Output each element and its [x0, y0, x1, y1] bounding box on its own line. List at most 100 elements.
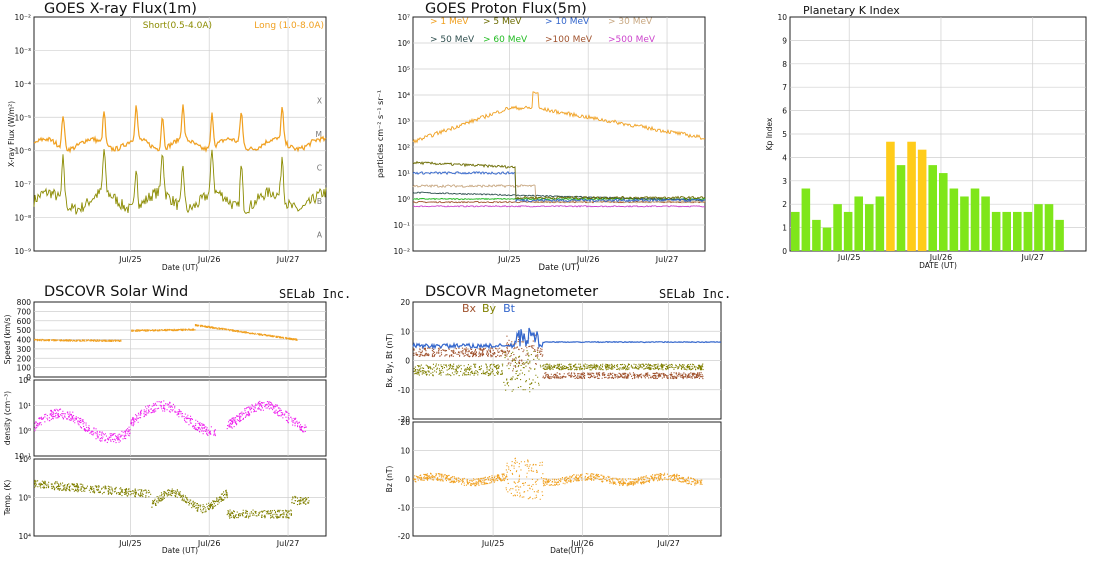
mag-2-ytick-label: 20	[400, 418, 410, 427]
mag-1-ytick-label: -10	[398, 386, 410, 395]
sw-1-ylabel: Speed (km/s)	[3, 315, 12, 365]
kp-bar	[791, 211, 800, 251]
sw-1-ytick-label: 200	[17, 354, 32, 363]
xray-ytick-label: 10⁻⁴	[14, 80, 31, 89]
sw-1-ytick-label: 500	[17, 326, 32, 335]
mag-2-ytick-label: -10	[398, 504, 410, 513]
mag-bx-points	[413, 334, 704, 380]
proton-ytick-label: 10⁷	[397, 13, 410, 22]
xray-ytick-label: 10⁻⁶	[14, 147, 31, 156]
proton-series-3-line	[412, 171, 706, 203]
kp-xtick-label: Jul/25	[837, 253, 861, 262]
kp-bar	[822, 227, 832, 251]
sw-1-ytick-label: 700	[17, 307, 32, 316]
mag-1-ytick-label: 0	[405, 357, 410, 366]
kp-ytick-label: 8	[782, 60, 787, 69]
proton-xtick-label: Jul/26	[576, 255, 600, 264]
mag-xlabel: Date(UT)	[550, 546, 584, 555]
kp-xtick-label: Jul/27	[1020, 253, 1044, 262]
kp-ytick-label: 2	[782, 200, 787, 209]
xray-ytick-label: 10⁻⁷	[14, 180, 31, 189]
sw-2-plot-frame	[33, 379, 327, 457]
proton-xlabel: Date (UT)	[538, 263, 579, 273]
sw-3-xtick-label: Jul/26	[197, 539, 221, 548]
mag-2-ytick-label: 10	[400, 447, 410, 456]
kp-bar	[907, 141, 916, 251]
kp-bar	[833, 204, 842, 251]
sw-2-ytick-label: 10⁰	[18, 427, 31, 436]
sw-3-ytick-label: 10⁵	[18, 494, 31, 503]
kp-bar	[1055, 219, 1064, 251]
kp-ytick-label: 4	[782, 153, 787, 162]
mag-legend-bt: Bt	[503, 302, 516, 315]
proton-ytick-label: 10²	[397, 143, 410, 152]
kp-bar	[1002, 211, 1011, 251]
mag-by-points	[413, 350, 704, 393]
mag-2-xtick-label: Jul/27	[656, 539, 680, 548]
sw-1-ytick-label: 0	[26, 373, 31, 382]
kp-bar	[896, 165, 906, 251]
mag-credit: SELab Inc.	[659, 287, 732, 301]
kp-bar	[960, 196, 969, 251]
proton-ytick-label: 10⁰	[397, 195, 410, 204]
sw-1-ytick-label: 400	[17, 336, 32, 345]
sw-1-ytick-label: 600	[17, 317, 32, 326]
proton-legend-6: > 60 MeV	[483, 35, 528, 45]
xray-ylabel: X-ray Flux (W/m²)	[7, 101, 16, 167]
proton-xtick-label: Jul/27	[655, 255, 679, 264]
mag-1-ytick-label: 10	[400, 327, 410, 336]
kp-ylabel: Kp Index	[765, 117, 774, 150]
xray-xtick-label: Jul/26	[197, 255, 221, 264]
kp-bar	[1044, 204, 1054, 251]
kp-ytick-label: 3	[782, 177, 787, 186]
proton-legend-8: >500 MeV	[608, 35, 656, 45]
proton-series-8-line	[412, 205, 706, 208]
xray-ytick-label: 10⁻⁵	[14, 113, 31, 122]
xray-xlabel: Date (UT)	[162, 263, 198, 272]
kp-bar	[949, 188, 959, 251]
sw-3-ylabel: Temp. (K)	[3, 480, 12, 517]
xray-class-label: B	[317, 197, 322, 206]
kp-bar	[886, 141, 895, 251]
proton-ytick-label: 10⁵	[397, 65, 410, 74]
mag-1-ytick-label: 20	[400, 298, 410, 307]
proton-legend-3: > 10 MeV	[545, 17, 590, 27]
xray-xtick-label: Jul/25	[118, 255, 142, 264]
mag-title: DSCOVR Magnetometer	[425, 284, 599, 300]
proton-ytick-label: 10⁶	[397, 39, 410, 48]
sw-3-xtick-label: Jul/27	[276, 539, 300, 548]
kp-ytick-label: 7	[782, 83, 787, 92]
solarwind-title: DSCOVR Solar Wind	[44, 284, 189, 300]
sw-1-ytick-label: 800	[17, 298, 32, 307]
sw-xlabel: Date (UT)	[162, 546, 198, 555]
mag-legend-by: By	[482, 302, 497, 315]
kp-bar	[843, 211, 853, 251]
proton-ytick-label: 10⁻²	[393, 247, 410, 256]
proton-ytick-label: 10¹	[397, 169, 410, 178]
solarwind-credit: SELab Inc.	[279, 287, 352, 301]
sw-speed-points	[34, 324, 298, 342]
xray-ytick-label: 10⁻³	[14, 46, 31, 55]
sw-1-ytick-label: 100	[17, 364, 32, 373]
mag-2-ytick-label: 0	[405, 475, 410, 484]
mag-2-xtick-label: Jul/25	[481, 539, 505, 548]
kp-bar	[991, 211, 1001, 251]
proton-legend-4: > 30 MeV	[608, 17, 653, 27]
sw-2-ytick-label: 10²	[18, 376, 31, 385]
xray-ytick-label: 10⁻⁸	[14, 214, 31, 223]
kp-ytick-label: 1	[782, 224, 787, 233]
kp-bar	[1013, 211, 1022, 251]
sw-3-ytick-label: 10⁶	[18, 455, 31, 464]
xray-legend-long: Long (1.0-8.0A)	[254, 21, 324, 31]
sw-1-ytick-label: 300	[17, 345, 32, 354]
kp-xtick-label: Jul/26	[929, 253, 953, 262]
kp-ytick-label: 10	[777, 13, 787, 22]
proton-ytick-label: 10⁴	[397, 91, 410, 100]
xray-title: GOES X-ray Flux(1m)	[44, 1, 197, 17]
xray-class-label: X	[317, 97, 322, 106]
kp-bar	[812, 219, 821, 251]
proton-legend-5: > 50 MeV	[430, 35, 475, 45]
proton-plot-frame	[412, 16, 706, 252]
mag-2-ytick-label: -20	[398, 532, 410, 541]
